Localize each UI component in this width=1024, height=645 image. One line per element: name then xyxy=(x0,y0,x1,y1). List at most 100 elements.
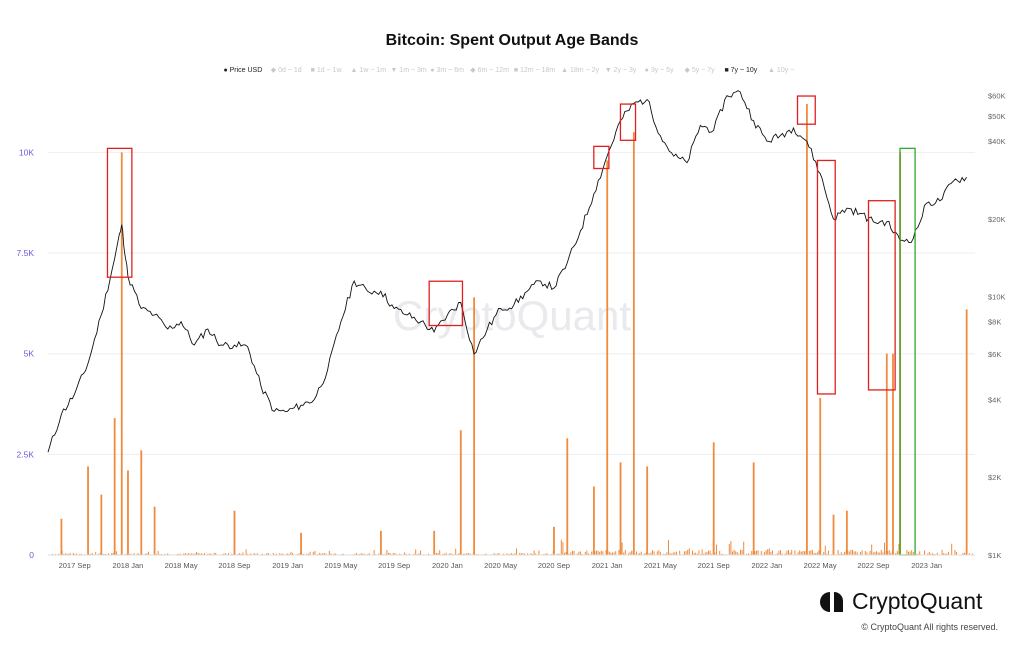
bar xyxy=(130,553,132,555)
chart-title: Bitcoin: Spent Output Age Bands xyxy=(386,32,639,49)
bar xyxy=(656,551,658,555)
x-tick-label: 2022 May xyxy=(804,561,837,570)
bar xyxy=(335,553,337,555)
bar xyxy=(663,553,665,555)
bar xyxy=(639,553,641,555)
bar xyxy=(932,553,933,555)
x-tick-label: 2018 May xyxy=(165,561,198,570)
bar xyxy=(157,550,159,555)
bar xyxy=(580,551,581,555)
bar xyxy=(266,552,268,555)
bar xyxy=(586,550,588,555)
y-right-tick-label: $6K xyxy=(988,350,1001,359)
bar xyxy=(564,552,565,555)
bar xyxy=(420,550,421,555)
bar xyxy=(644,553,645,555)
bar xyxy=(928,551,930,555)
bar-spike xyxy=(646,466,649,555)
bar xyxy=(693,552,695,555)
bar xyxy=(623,552,625,555)
annotation-box xyxy=(796,95,816,125)
bar xyxy=(704,552,706,555)
bar xyxy=(754,551,756,555)
bar xyxy=(256,553,258,555)
bar xyxy=(191,553,193,555)
bar xyxy=(136,553,138,555)
bar xyxy=(58,553,60,555)
bar xyxy=(301,553,303,555)
bar xyxy=(804,551,805,555)
bar xyxy=(292,553,293,555)
bar xyxy=(794,550,796,555)
bar xyxy=(88,553,90,555)
bar xyxy=(180,553,181,555)
bar xyxy=(544,553,546,555)
bar xyxy=(415,549,417,555)
bar xyxy=(685,551,687,555)
bar xyxy=(684,551,685,555)
x-tick-label: 2023 Jan xyxy=(911,561,942,570)
x-tick-label: 2020 Jan xyxy=(432,561,463,570)
bar xyxy=(572,550,573,555)
bar xyxy=(898,543,900,555)
bar xyxy=(194,553,196,555)
bar xyxy=(354,553,356,555)
bar xyxy=(280,553,282,555)
y-left-tick-label: 0 xyxy=(29,550,34,560)
bar xyxy=(192,553,194,555)
bar-spike xyxy=(553,526,555,555)
bar xyxy=(666,552,668,555)
bar xyxy=(968,553,970,555)
bar xyxy=(733,549,735,555)
bar xyxy=(98,553,100,555)
bar-spike xyxy=(113,418,116,555)
bar-spike xyxy=(806,104,808,556)
bar xyxy=(671,553,673,555)
bar xyxy=(245,549,247,555)
bar xyxy=(418,553,420,555)
bar xyxy=(437,553,439,555)
bar xyxy=(207,553,209,555)
bar xyxy=(290,552,292,555)
bar xyxy=(66,553,68,555)
bar-spike xyxy=(632,132,635,555)
annotation-box xyxy=(106,147,133,278)
price-line xyxy=(47,90,967,453)
bar xyxy=(746,553,748,555)
bar xyxy=(612,552,613,555)
bar xyxy=(880,549,882,555)
bar xyxy=(855,551,857,555)
bar xyxy=(788,549,789,555)
bar xyxy=(748,553,749,555)
bar xyxy=(669,552,671,555)
bar xyxy=(888,550,890,555)
bar xyxy=(189,553,191,555)
bar xyxy=(650,552,652,555)
cryptoquant-logo-icon xyxy=(820,592,843,612)
bar xyxy=(861,550,863,555)
legend-item: ▲ 10y ~ xyxy=(768,67,794,74)
bar xyxy=(312,551,314,555)
bar xyxy=(516,548,517,555)
bar xyxy=(688,548,690,555)
bar xyxy=(896,551,898,555)
x-tick-label: 2019 Sep xyxy=(378,561,410,570)
bar-spike xyxy=(127,470,129,555)
bar xyxy=(800,551,802,555)
bar xyxy=(319,552,321,555)
x-tick-label: 2021 Jan xyxy=(592,561,623,570)
bar xyxy=(852,550,853,555)
bar xyxy=(687,550,689,555)
legend-item: ■ 12m ~ 18m xyxy=(514,67,556,74)
bar xyxy=(200,553,202,555)
bar xyxy=(648,553,650,555)
bar xyxy=(943,553,945,555)
bar xyxy=(924,550,925,555)
annotation-box xyxy=(593,145,610,170)
bar xyxy=(208,553,210,555)
bar xyxy=(741,550,743,555)
bar xyxy=(740,549,741,555)
copyright: © CryptoQuant All rights reserved. xyxy=(861,622,998,632)
bar xyxy=(178,553,180,555)
bar-spike xyxy=(712,442,715,555)
